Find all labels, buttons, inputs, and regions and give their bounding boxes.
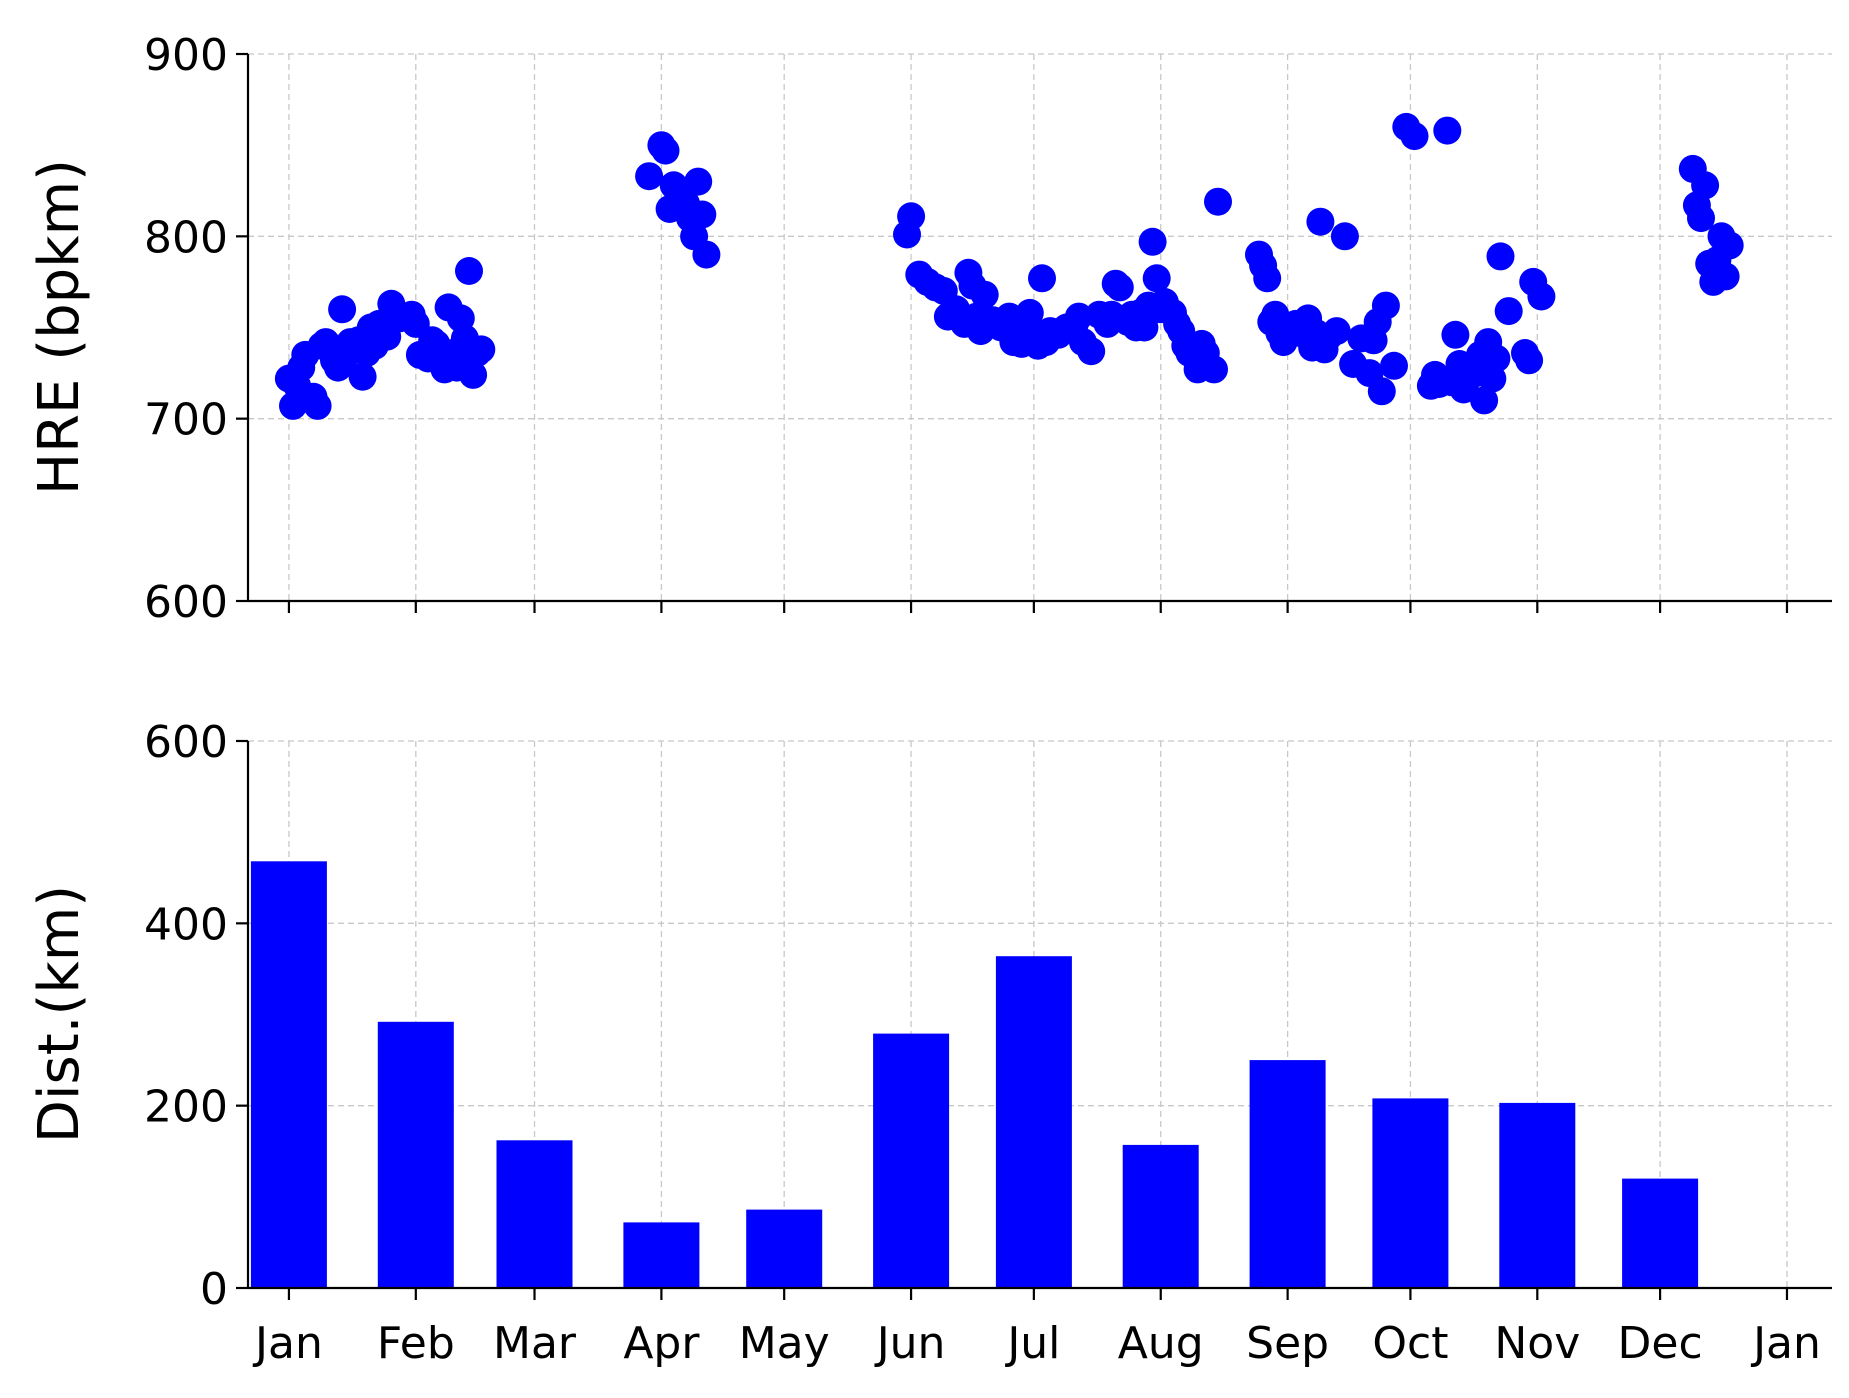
hre-data-point (1138, 227, 1167, 256)
hre-y-tick-label: 900 (144, 30, 228, 81)
hre-data-point (651, 136, 680, 165)
distance-bar-dec (1622, 1178, 1699, 1288)
hre-data-point (1687, 204, 1715, 233)
hre-data-point (635, 162, 664, 191)
month-tick-label: Jun (874, 1318, 946, 1369)
hre-data-point (1064, 302, 1093, 331)
hre-data-point (684, 167, 713, 196)
distance-bar-jul (995, 956, 1072, 1288)
distance-bar-aug (1122, 1144, 1199, 1288)
hre-data-point (1322, 317, 1351, 346)
hre-data-point (1400, 122, 1429, 151)
distance-bar-panel: 0 200 400 600 Jan Feb Mar Apr May Jun Jul Aug Sep Oc… (27, 717, 1832, 1369)
month-tick-label: Jan (252, 1318, 323, 1369)
distance-y-tick-label: 400 (144, 899, 228, 950)
distance-bar-feb (377, 1021, 454, 1288)
hre-data-point (1204, 187, 1232, 216)
hre-data-point (1441, 320, 1470, 349)
hre-data-point (1367, 377, 1396, 406)
distance-bar-nov (1499, 1102, 1576, 1288)
distance-y-tick-label: 200 (144, 1082, 228, 1133)
hre-data-point (1715, 231, 1744, 260)
month-tick-label: Nov (1494, 1318, 1580, 1369)
hre-y-tick-label: 700 (144, 395, 228, 446)
month-tick-label: Apr (623, 1318, 700, 1369)
hre-data-point (1142, 264, 1171, 293)
month-tick-label: Jan (1750, 1318, 1821, 1369)
hre-data-point (1482, 344, 1511, 373)
hre-data-point (692, 240, 721, 269)
distance-y-tick-label: 600 (144, 717, 228, 768)
hre-y-ticks: 600 700 800 900 (144, 30, 248, 628)
distance-bar-sep (1249, 1060, 1326, 1288)
hre-data-point (1371, 291, 1400, 320)
hre-data-point (1711, 262, 1740, 291)
hre-data-point (1433, 116, 1462, 145)
hre-data-point (1105, 273, 1134, 302)
hre-data-point (1330, 222, 1359, 251)
month-tick-label: Jul (1004, 1318, 1060, 1369)
hre-data-point (467, 335, 496, 364)
hre-y-axis-label: HRE (bpkm) (27, 159, 92, 495)
hre-data-point (328, 295, 357, 324)
hre-data-point (1306, 207, 1335, 236)
hre-x-ticks (287, 601, 1789, 613)
distance-bar-jun (873, 1033, 950, 1288)
distance-bar-oct (1372, 1098, 1449, 1288)
distance-x-ticks: Jan Feb Mar Apr May Jun Jul Aug Sep Oct Nov Dec Jan (252, 1288, 1821, 1369)
distance-y-ticks: 0 200 400 600 (144, 717, 248, 1315)
hre-data-point (688, 200, 717, 229)
hre-data-point (1200, 355, 1228, 384)
hre-data-point (1015, 298, 1044, 327)
month-tick-label: Aug (1118, 1318, 1204, 1369)
hre-data-point (455, 257, 483, 285)
hre-data-point (303, 391, 332, 420)
distance-bar-jan (250, 861, 327, 1288)
hre-data-point (1470, 386, 1499, 415)
hre-y-tick-label: 600 (144, 577, 228, 628)
hre-data-point (1028, 264, 1056, 293)
distance-bar-may (746, 1209, 823, 1288)
month-tick-label: Feb (377, 1318, 455, 1369)
hre-data-point (348, 362, 377, 391)
distance-axes (246, 741, 1832, 1290)
distance-y-axis-label: Dist.(km) (27, 885, 92, 1143)
distance-bar-mar (496, 1140, 573, 1288)
hre-data-point (970, 280, 999, 309)
month-tick-label: Dec (1618, 1318, 1703, 1369)
distance-bars (250, 861, 1699, 1288)
distance-y-tick-label: 0 (200, 1264, 228, 1315)
month-tick-label: Oct (1372, 1318, 1448, 1369)
month-tick-label: May (739, 1318, 830, 1369)
hre-data-point (1527, 282, 1556, 311)
hre-data-point (1253, 264, 1282, 293)
hre-data-point (459, 360, 488, 389)
hre-data-point (1486, 242, 1515, 271)
hre-data-point (1077, 337, 1106, 366)
month-tick-label: Mar (493, 1318, 577, 1369)
hre-data-point (897, 202, 926, 231)
month-tick-label: Sep (1246, 1318, 1329, 1369)
hre-data-point (1380, 351, 1408, 380)
hre-data-point (1515, 346, 1544, 375)
hre-data-point (1494, 297, 1523, 326)
distance-bar-apr (623, 1222, 700, 1288)
hre-scatter-points (274, 112, 1744, 420)
hre-y-tick-label: 800 (144, 212, 228, 263)
hre-scatter-panel: 600 700 800 900 HRE (bpkm) (27, 30, 1832, 628)
hre-data-point (1130, 313, 1159, 342)
hre-data-point (1691, 171, 1720, 200)
hre-axes (246, 54, 1832, 603)
